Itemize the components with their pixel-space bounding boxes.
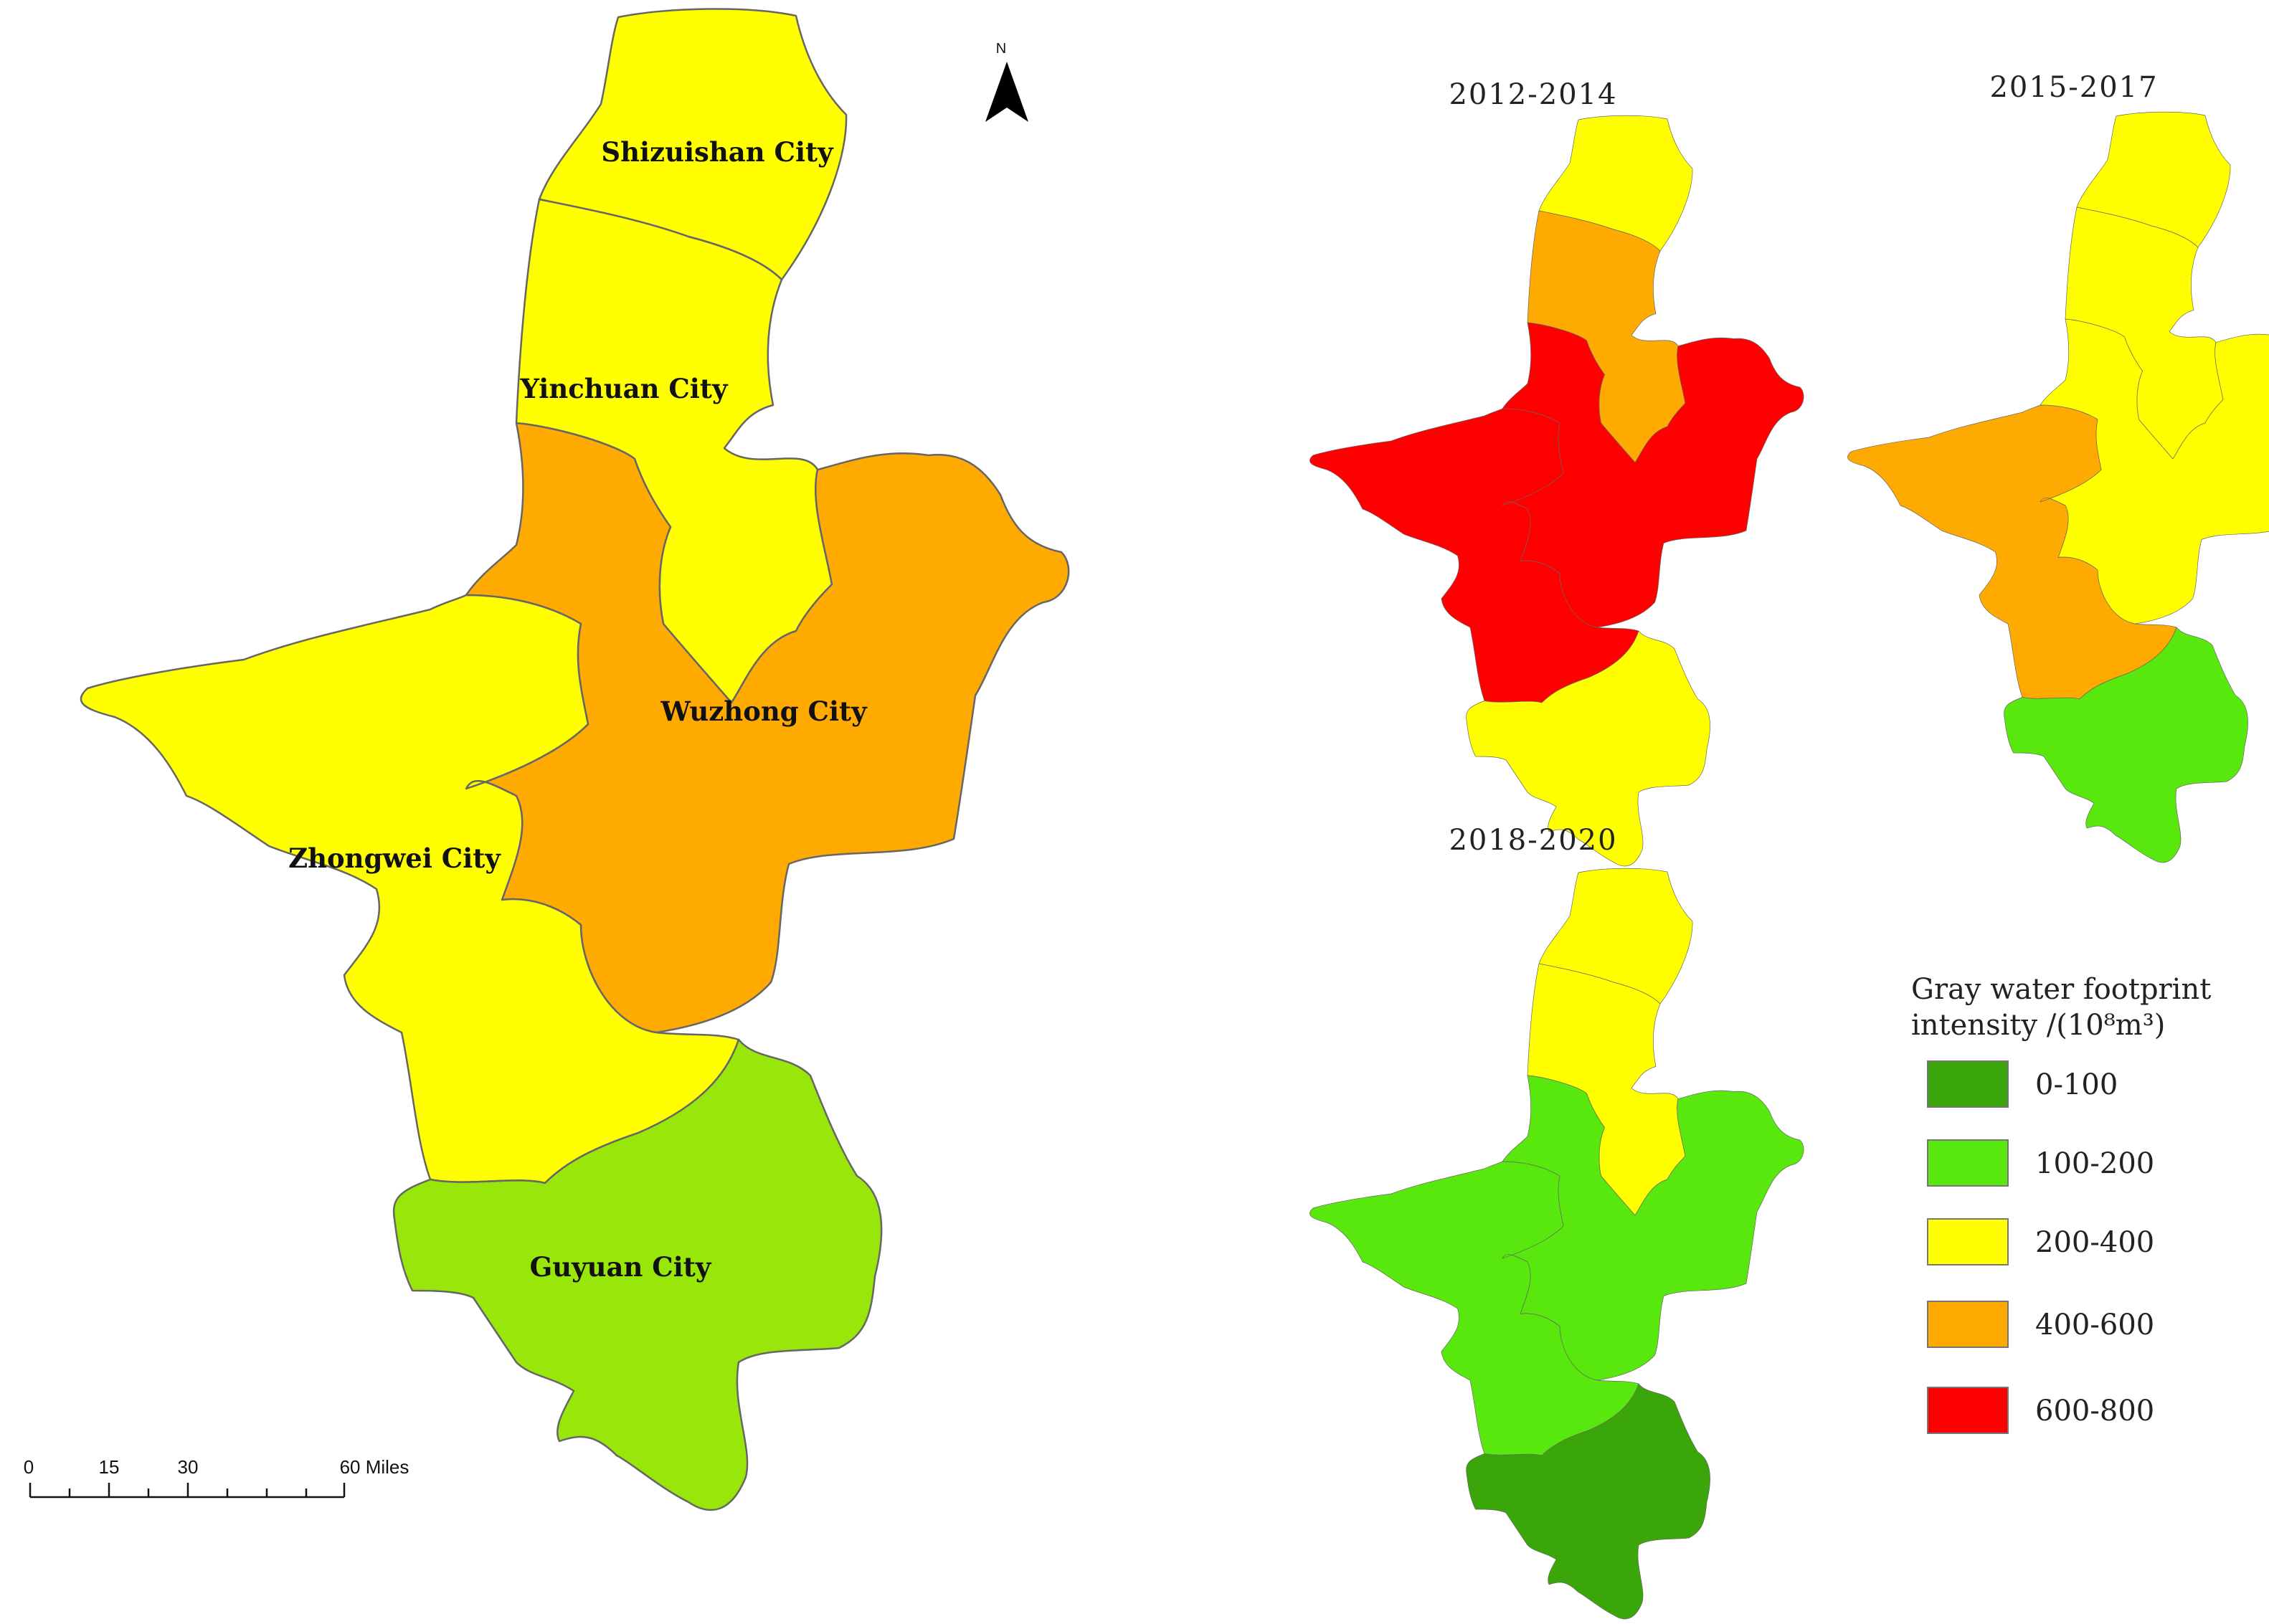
scale-tick-label-60: 60 Miles (340, 1456, 409, 1478)
legend-title-line1: Gray water footprint (1911, 973, 2211, 1006)
north-arrow-left-half (985, 62, 1007, 122)
legend-swatch-600-800 (1927, 1387, 2009, 1434)
period-title: 2018-2020 (1449, 824, 1617, 857)
legend-swatch-0-100 (1927, 1060, 2009, 1108)
period-maps: 2012-2014 2015-2017 2018-2020 (1309, 71, 2269, 1620)
city-label-guyuan: Guyuan City (530, 1251, 712, 1283)
north-arrow-right-half (1007, 62, 1028, 122)
legend-label-600-800: 600-800 (2035, 1395, 2154, 1428)
north-label: N (996, 41, 1006, 57)
scale-tick-label-15: 15 (99, 1456, 120, 1478)
legend-swatch-400-600 (1927, 1301, 2009, 1348)
period-title: 2015-2017 (1989, 71, 2158, 104)
legend-title-line2: intensity /(10⁸m³) (1911, 1009, 2165, 1042)
legend-swatch-200-400 (1927, 1218, 2009, 1266)
city-label-yinchuan: Yinchuan City (520, 373, 729, 404)
legend-swatch-100-200 (1927, 1139, 2009, 1187)
legend-label-400-600: 400-600 (2035, 1309, 2154, 1342)
legend-label-200-400: 200-400 (2035, 1226, 2154, 1259)
city-label-shizuishan: Shizuishan City (601, 136, 834, 168)
scale-bar: 0 15 30 60 Miles (24, 1456, 409, 1499)
scale-tick-label-30: 30 (178, 1456, 199, 1478)
scale-tick-label-0: 0 (24, 1456, 34, 1478)
north-arrow-icon: N (985, 41, 1028, 122)
city-label-zhongwei: Zhongwei City (288, 842, 501, 874)
period-map-2018-2020 (1309, 868, 1804, 1620)
legend-label-100-200: 100-200 (2035, 1147, 2154, 1180)
period-map-2012-2014 (1309, 115, 1804, 867)
legend: Gray water footprint intensity /(10⁸m³) … (1911, 973, 2211, 1434)
city-label-wuzhong: Wuzhong City (660, 695, 868, 727)
main-map: Shizuishan City Yinchuan City Wuzhong City… (80, 8, 1070, 1511)
period-map-2015-2017 (1847, 111, 2269, 863)
legend-label-0-100: 0-100 (2035, 1068, 2118, 1101)
period-title: 2012-2014 (1449, 78, 1617, 111)
